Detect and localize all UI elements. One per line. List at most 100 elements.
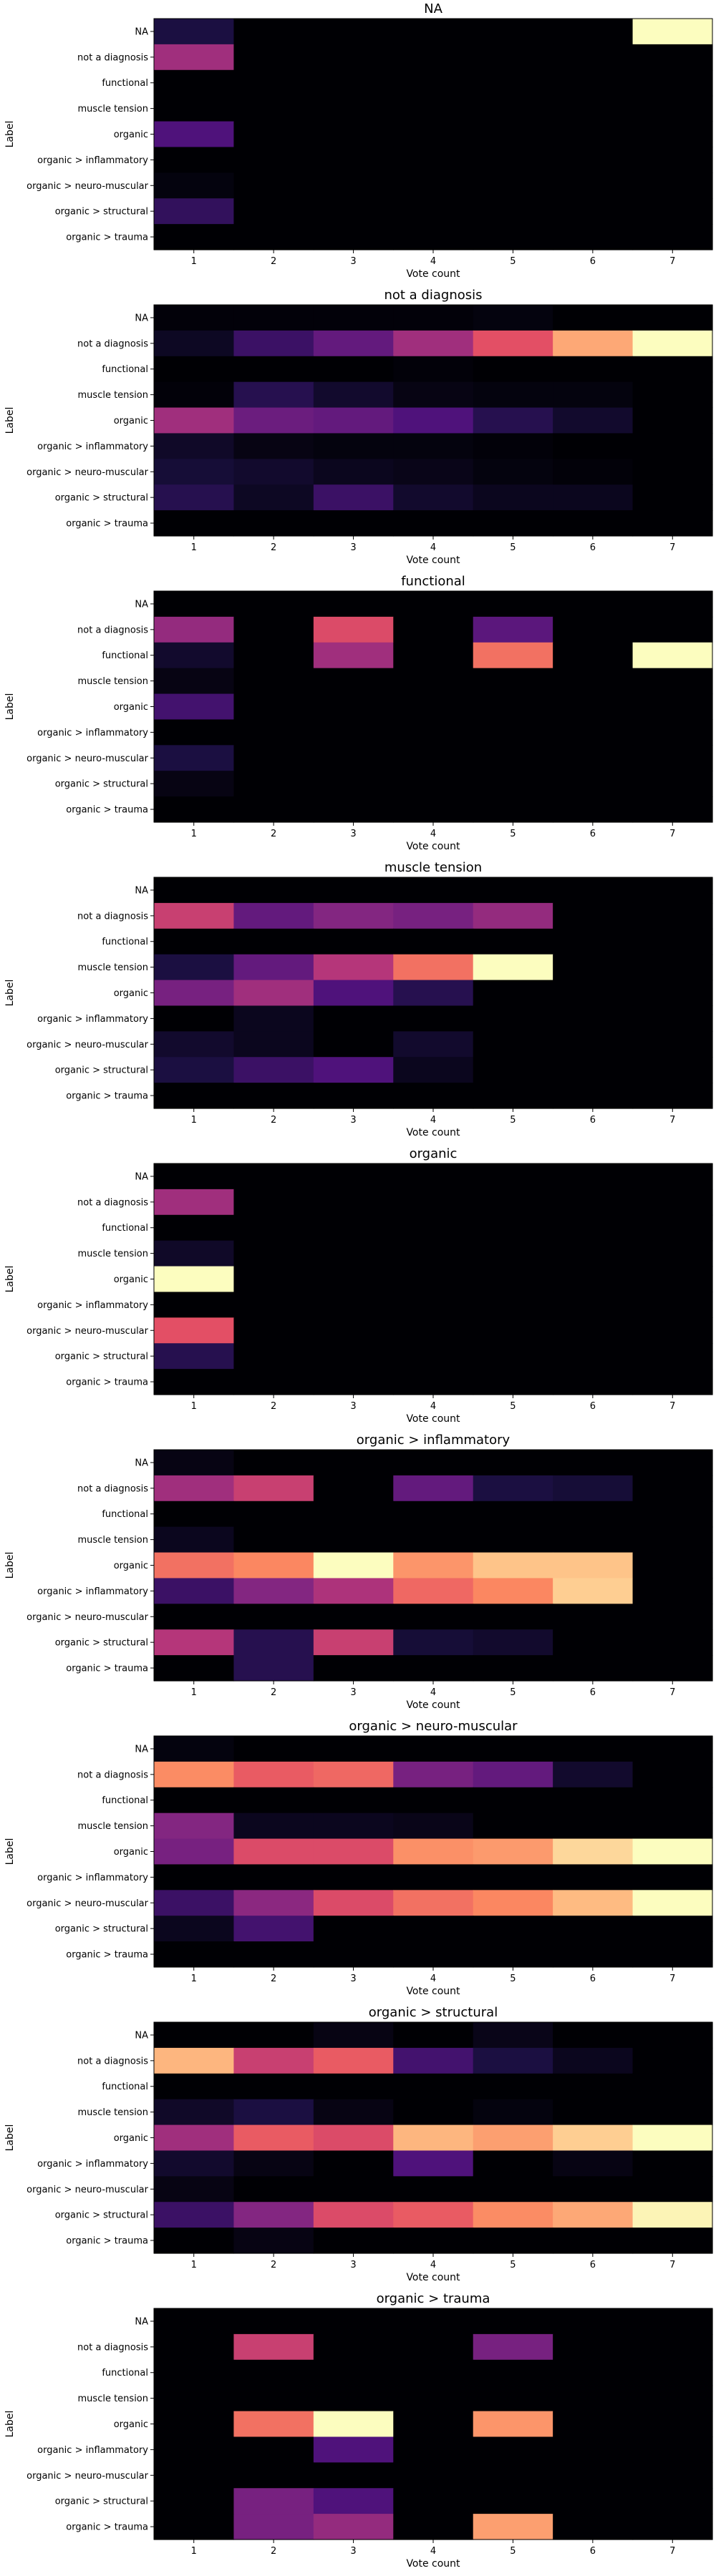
heatmap-cell (632, 616, 713, 643)
x-tick-label: 6 (590, 1115, 596, 1126)
x-tick-label: 5 (510, 1401, 516, 1412)
heatmap-cell (313, 1292, 394, 1318)
heatmap-cell (233, 771, 314, 797)
heatmap-cell (313, 121, 394, 148)
heatmap-cell (473, 1005, 553, 1032)
x-tick-label: 5 (510, 2260, 516, 2270)
heatmap-cell (154, 2150, 235, 2177)
y-tick-label: organic > trauma (66, 1664, 148, 1674)
heatmap-cell (473, 1343, 553, 1370)
heatmap-cell (393, 2124, 474, 2152)
heatmap-cell (313, 69, 394, 97)
heatmap-cell (553, 1838, 634, 1865)
heatmap-cell (154, 2099, 235, 2126)
y-tick-label: organic > inflammatory (37, 728, 148, 738)
heatmap-cell (553, 1369, 634, 1395)
heatmap-cell (473, 2073, 553, 2100)
heatmap-cell (313, 1578, 394, 1604)
heatmap-cell (632, 1292, 713, 1318)
panel-title: muscle tension (384, 860, 482, 875)
heatmap-panel: functional NA not a diagnosis functional mus… (4, 574, 713, 852)
heatmap-cell (553, 121, 634, 148)
heatmap-cell (473, 459, 553, 485)
heatmap-cell (393, 484, 474, 511)
y-tick-label: organic > inflammatory (37, 1300, 148, 1311)
heatmap-cell (473, 719, 553, 746)
heatmap-cell (393, 1450, 474, 1476)
heatmap-cell (473, 1578, 553, 1604)
heatmap-cell (393, 719, 474, 746)
heatmap-cell (393, 1189, 474, 1216)
heatmap-cell (553, 95, 634, 122)
y-tick-label: organic (114, 2419, 148, 2430)
heatmap-cell (632, 2176, 713, 2202)
heatmap-cell (473, 2436, 553, 2463)
y-tick-label: organic > structural (55, 1352, 148, 1362)
y-tick-label: NA (135, 313, 148, 323)
x-tick-label: 3 (350, 256, 356, 267)
heatmap-cell (632, 1343, 713, 1370)
heatmap-cell (553, 1629, 634, 1656)
y-tick-label: organic > structural (55, 2497, 148, 2507)
heatmap-cell (154, 745, 235, 771)
heatmap-cell (473, 1526, 553, 1553)
heatmap-cell (393, 1057, 474, 1083)
heatmap-cell (233, 121, 314, 148)
heatmap-cell (553, 1813, 634, 1840)
heatmap-cell (632, 2228, 713, 2254)
x-tick-label: 5 (510, 829, 516, 839)
heatmap-cell (233, 796, 314, 823)
heatmap-cell (233, 877, 314, 904)
heatmap-cell (313, 1736, 394, 1762)
heatmap-cell (154, 1031, 235, 1058)
heatmap-panel: not a diagnosis NA not a diagnosis function… (4, 288, 713, 566)
heatmap-cell (154, 1736, 235, 1762)
heatmap-cell (233, 1578, 314, 1604)
x-tick-label: 2 (271, 1974, 276, 1984)
heatmap-cell (313, 1266, 394, 1293)
heatmap-cell (313, 616, 394, 643)
heatmap-cell (154, 121, 235, 148)
heatmap-cell (473, 2228, 553, 2254)
heatmap-cell (473, 2333, 553, 2361)
heatmap-cell (154, 19, 235, 45)
x-tick-label: 4 (430, 256, 436, 267)
y-tick-label: organic (114, 1561, 148, 1571)
heatmap-cell (233, 1214, 314, 1241)
heatmap-cell (154, 2176, 235, 2202)
x-axis-label: Vote count (406, 1413, 460, 1425)
heatmap-cell (553, 2359, 634, 2386)
x-axis-label: Vote count (406, 2272, 460, 2283)
heatmap-cell (473, 1083, 553, 1109)
heatmap-cell (632, 198, 713, 225)
heatmap-cell (473, 980, 553, 1007)
y-tick-label: organic > trauma (66, 1091, 148, 1102)
heatmap-cell (154, 980, 235, 1007)
heatmap-panel: organic NA not a diagnosis functional muscle… (4, 1146, 713, 1425)
x-tick-label: 4 (430, 1687, 436, 1698)
heatmap-cell (473, 407, 553, 434)
heatmap-cell (553, 2333, 634, 2361)
heatmap-cell (233, 2385, 314, 2412)
heatmap-cell (233, 1736, 314, 1762)
x-tick-label: 2 (271, 1687, 276, 1698)
heatmap-cell (233, 980, 314, 1007)
heatmap-cell (313, 719, 394, 746)
heatmap-cell (473, 121, 553, 148)
heatmap-cell (473, 1317, 553, 1344)
heatmap-cell (233, 1450, 314, 1476)
heatmap-cell (393, 381, 474, 409)
y-tick-label: NA (135, 2316, 148, 2327)
heatmap-cell (233, 224, 314, 250)
heatmap-panel: organic > inflammatory NA not a diagnosis f… (4, 1433, 713, 1711)
heatmap-cell (233, 1083, 314, 1109)
heatmap-cell (313, 771, 394, 797)
heatmap-cell (632, 172, 713, 199)
heatmap-cell (313, 1240, 394, 1267)
heatmap-cell (632, 2462, 713, 2489)
heatmap-cell (313, 1475, 394, 1502)
heatmap-cell (313, 2176, 394, 2202)
heatmap-cell (313, 796, 394, 823)
heatmap-cell (154, 510, 235, 537)
heatmap-cell (393, 1317, 474, 1344)
